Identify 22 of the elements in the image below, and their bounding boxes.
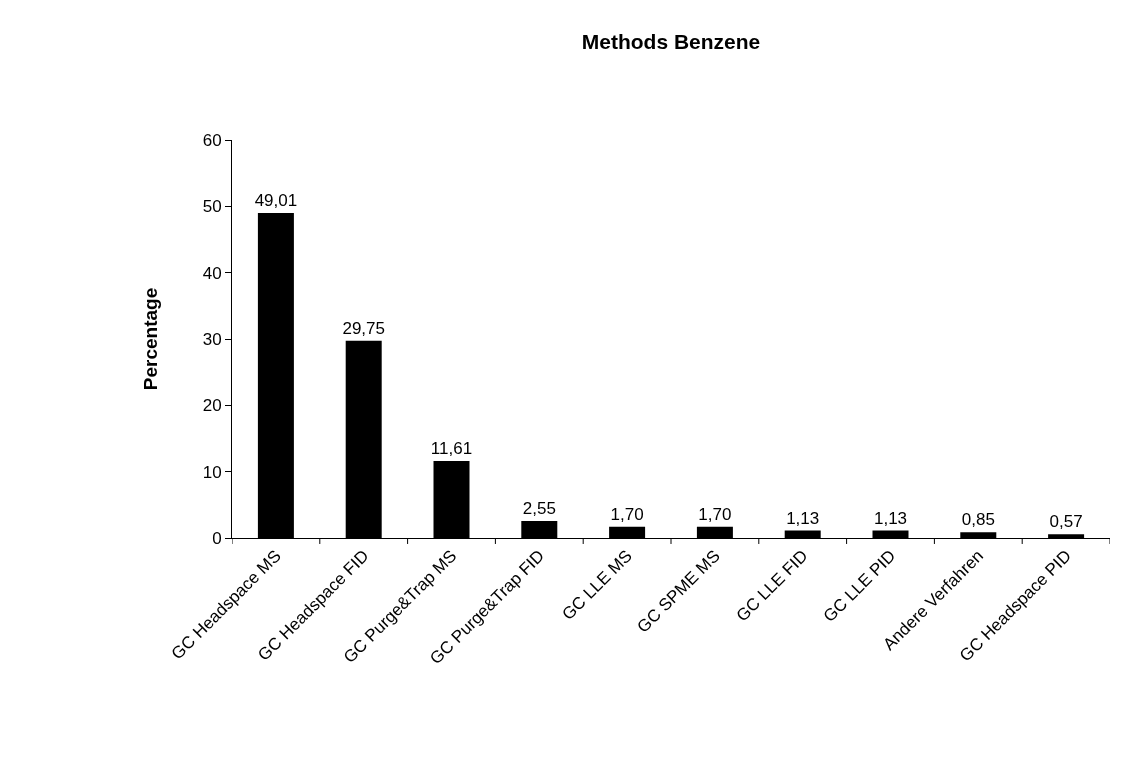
data-label: 1,13 bbox=[786, 508, 820, 528]
x-tick-label: GC LLE PID bbox=[819, 546, 900, 626]
data-label: 29,75 bbox=[342, 318, 385, 338]
data-label: 1,70 bbox=[610, 504, 644, 524]
y-tick-label: 60 bbox=[202, 130, 222, 150]
y-tick-label: 0 bbox=[212, 528, 222, 548]
data-label: 0,57 bbox=[1049, 512, 1083, 532]
y-tick-label: 20 bbox=[202, 396, 222, 416]
x-tick-label: GC LLE MS bbox=[558, 546, 636, 624]
y-tick-label: 10 bbox=[202, 462, 222, 482]
x-tick-label: GC LLE FID bbox=[732, 546, 812, 626]
data-label: 2,55 bbox=[522, 499, 556, 519]
y-tick-label: 40 bbox=[202, 263, 222, 283]
y-tick-label: 30 bbox=[202, 329, 222, 349]
data-label: 0,85 bbox=[961, 510, 995, 530]
data-label: 1,70 bbox=[698, 504, 732, 524]
chart-title: Methods Benzene bbox=[581, 30, 761, 54]
data-label: 11,61 bbox=[430, 438, 473, 458]
data-label: 49,01 bbox=[254, 190, 298, 210]
y-axis-title: Percentage bbox=[139, 287, 161, 391]
y-tick-label: 50 bbox=[202, 197, 222, 217]
data-label: 1,13 bbox=[873, 508, 908, 528]
